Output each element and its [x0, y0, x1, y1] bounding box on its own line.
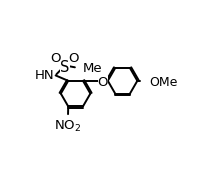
- Text: OMe: OMe: [149, 76, 177, 89]
- Text: O: O: [69, 51, 79, 64]
- Text: O: O: [98, 76, 108, 89]
- Text: O: O: [51, 51, 61, 64]
- Text: NO$_2$: NO$_2$: [54, 118, 81, 134]
- Text: Me: Me: [83, 62, 102, 75]
- Text: HN: HN: [35, 69, 54, 82]
- Text: S: S: [60, 60, 70, 75]
